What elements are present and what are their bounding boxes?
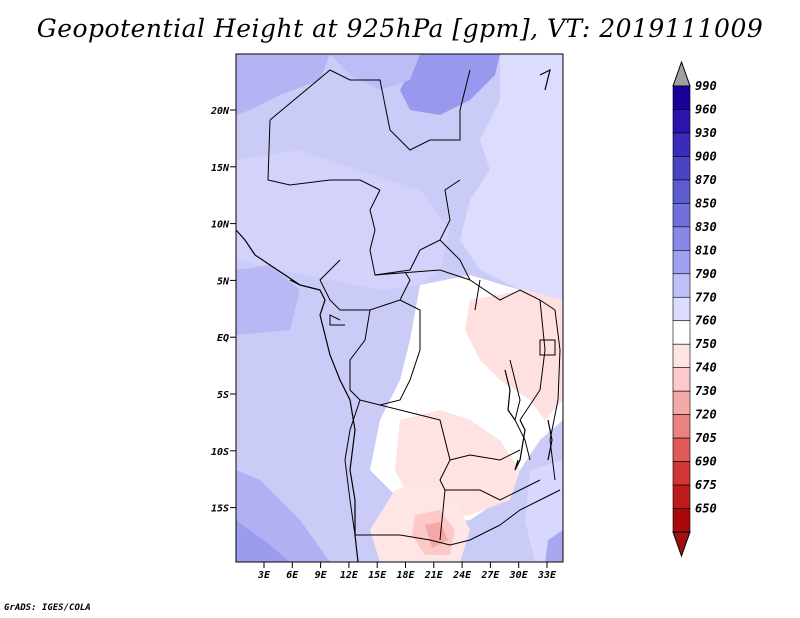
colorbar-label: 900: [695, 149, 717, 163]
coastline: [235, 68, 553, 563]
lon-label: 15E: [368, 570, 387, 581]
colorbar-label: 990: [695, 79, 717, 93]
colorbar-label: 770: [695, 290, 717, 304]
colorbar-label: 960: [695, 102, 717, 116]
colorbar-label: 730: [695, 384, 717, 398]
colorbar-label: 790: [695, 267, 717, 281]
lat-label: 5S: [217, 390, 229, 401]
colorbar-segment: [672, 437, 691, 462]
lat-label: 15N: [211, 163, 230, 174]
colorbar-segment: [672, 320, 691, 345]
colorbar-label: 750: [695, 337, 717, 351]
lat-label: 15S: [211, 504, 229, 515]
lon-label: 18E: [396, 570, 415, 581]
map-title: Geopotential Height at 925hPa [gpm], VT:…: [36, 14, 764, 43]
colorbar-segment: [672, 250, 691, 275]
lat-label: EQ: [217, 333, 229, 344]
colorbar-segment: [672, 296, 691, 322]
colorbar-top-arrow: [672, 60, 691, 87]
lon-label: 12E: [340, 570, 359, 581]
colorbar-segment: [672, 109, 691, 134]
lat-label: 10N: [211, 220, 230, 231]
colorbar-segment: [672, 85, 691, 110]
colorbar: 990 960 930 900 870 850 830 810 790 770 760 750 740 7…: [672, 60, 717, 558]
lon-label: 27E: [480, 570, 500, 581]
lon-label: 6E: [286, 570, 299, 581]
plot-frame: [235, 53, 564, 563]
colorbar-segment: [672, 226, 691, 251]
lon-label: 9E: [315, 570, 328, 581]
colorbar-segment: [672, 156, 691, 181]
lat-label: 10S: [211, 447, 229, 458]
colorbar-bottom-arrow: [672, 531, 691, 558]
colorbar-segment: [672, 414, 691, 439]
colorbar-segment: [672, 484, 691, 509]
colorbar-label: 675: [695, 478, 717, 492]
colorbar-label: 740: [695, 361, 717, 375]
colorbar-label: 810: [695, 243, 717, 257]
colorbar-label: 930: [695, 126, 717, 140]
colorbar-label: 760: [695, 314, 717, 328]
lon-label: 21E: [424, 570, 444, 581]
colorbar-label: 705: [695, 431, 717, 445]
colorbar-segment: [672, 461, 691, 486]
lon-label: 33E: [537, 570, 557, 581]
latitude-axis: 20N 15N 10N 5N EQ 5S 10S 15S: [210, 106, 236, 515]
colorbar-segment: [672, 203, 691, 228]
lat-label: 20N: [210, 106, 230, 117]
colorbar-segment: [672, 343, 691, 368]
colorbar-label: 870: [695, 173, 717, 187]
colorbar-segment: [672, 390, 691, 415]
colorbar-segment: [672, 132, 691, 157]
colorbar-segment: [672, 367, 691, 392]
lon-label: 3E: [257, 570, 271, 581]
lon-label: 24E: [452, 570, 472, 581]
grads-credit: GrADS: IGES/COLA: [4, 603, 91, 613]
longitude-axis: 3E 6E 9E 12E 15E 18E 21E 24E 27E 30E 33E: [257, 562, 557, 581]
colorbar-segment: [672, 179, 691, 204]
colorbar-label: 850: [695, 196, 717, 210]
lat-label: 5N: [217, 276, 230, 287]
colorbar-label: 690: [695, 455, 717, 469]
colorbar-label: 720: [695, 408, 717, 422]
height-field: [236, 54, 563, 562]
colorbar-segment: [672, 273, 691, 298]
colorbar-label: 650: [695, 502, 717, 516]
country-borders: [267, 69, 561, 546]
lon-label: 30E: [509, 570, 529, 581]
colorbar-segment: [672, 508, 691, 533]
colorbar-label: 830: [695, 220, 717, 234]
